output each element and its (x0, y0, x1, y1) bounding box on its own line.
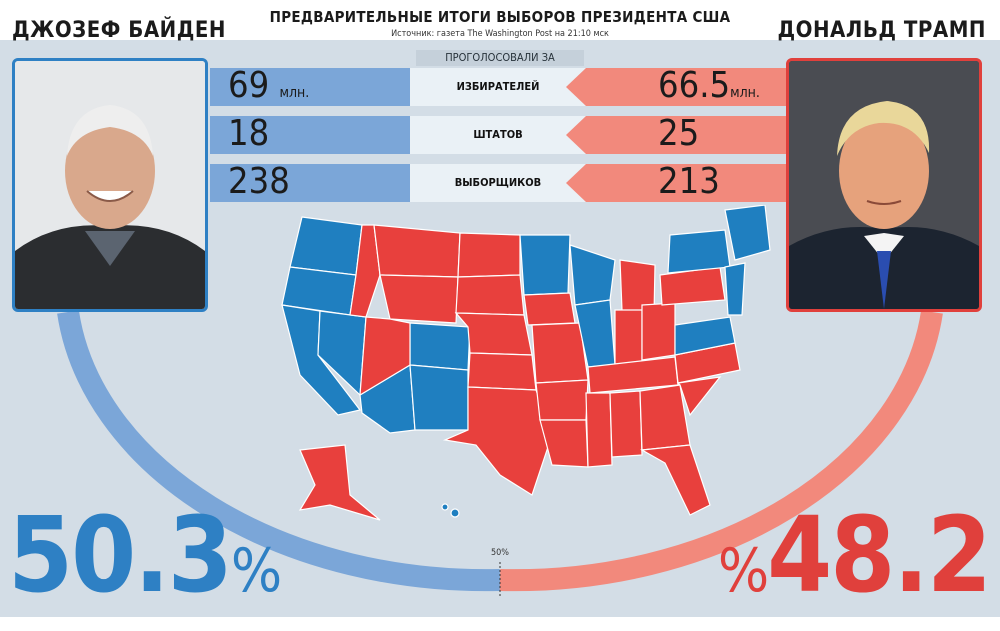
state-colorado (409, 322, 471, 371)
stat-left-value: 18 (228, 113, 270, 154)
state-alaska (298, 444, 381, 521)
stat-label: ВЫБОРЩИКОВ (454, 176, 542, 189)
state-washington-oregon (289, 216, 363, 276)
state-wisconsin (569, 244, 616, 306)
vote-share-gauge (57, 310, 943, 596)
stat-mid-band (410, 164, 586, 202)
state-wyoming (379, 274, 459, 324)
candidate-right-name: ДОНАЛЬД ТРАМП (777, 18, 986, 43)
state-florida (640, 444, 711, 516)
stat-mid-band (410, 116, 586, 154)
state-minnesota (519, 234, 571, 296)
stat-label: ИЗБИРАТЕЛЕЙ (456, 80, 540, 93)
gauge-left-arc (57, 310, 501, 592)
state-alabama (609, 390, 643, 458)
state-nj-md-de (724, 262, 746, 316)
page-title: ПРЕДВАРИТЕЛЬНЫЕ ИТОГИ ВЫБОРОВ ПРЕЗИДЕНТА… (269, 8, 731, 26)
state-iowa (523, 292, 576, 326)
stat-left-bar (210, 68, 430, 106)
state-utah (359, 316, 411, 397)
state-missouri (531, 322, 589, 384)
stat-row-voters: ИЗБИРАТЕЛЕЙ 69 млн. 66.5млн. (210, 65, 786, 106)
state-arkansas (535, 379, 589, 421)
state-ohio (641, 302, 676, 361)
state-south-dakota (455, 274, 525, 316)
stat-right-value: 213 (658, 161, 720, 202)
voted-for-label: ПРОГОЛОСОВАЛИ ЗА (416, 50, 584, 66)
trump-portrait (786, 58, 982, 312)
source-note: Источник: газета The Washington Post на … (391, 29, 609, 39)
state-mississippi (585, 392, 613, 468)
biden-percent: 50.3% (8, 494, 282, 616)
state-hawaii (450, 508, 460, 518)
stat-left-value: 238 (228, 161, 290, 202)
state-new-york (667, 229, 731, 274)
state-georgia (639, 384, 691, 451)
stat-left-value: 69 млн. (228, 65, 310, 106)
us-states-map (281, 205, 771, 521)
gauge-right-arc (499, 310, 943, 592)
stat-right-bar (566, 164, 786, 202)
stat-right-value: 66.5млн. (658, 65, 760, 106)
state-south-carolina (676, 376, 722, 417)
state-indiana (614, 309, 643, 366)
state-montana (373, 224, 461, 278)
stat-left-bar (210, 116, 430, 154)
state-louisiana (539, 419, 589, 468)
stat-label: ШТАТОВ (473, 128, 523, 141)
stat-left-bar (210, 164, 430, 202)
stat-right-value: 25 (658, 113, 700, 154)
state-new-england (724, 205, 771, 261)
trump-percent: %48.2 (717, 494, 992, 616)
stat-right-bar (566, 116, 786, 154)
stat-row-electors: ВЫБОРЩИКОВ 238 213 (210, 161, 786, 202)
state-new-mexico (409, 364, 469, 431)
stat-row-states: ШТАТОВ 18 25 (210, 113, 786, 154)
candidate-left-name: ДЖОЗЕФ БАЙДЕН (12, 18, 226, 43)
biden-portrait (12, 58, 208, 312)
state-north-dakota (457, 232, 521, 278)
stat-mid-band (410, 68, 586, 106)
gauge-midpoint-label: 50% (491, 548, 509, 558)
state-hawaii-island (441, 503, 449, 511)
state-oklahoma (467, 352, 537, 391)
stat-right-bar (566, 68, 786, 106)
state-virginia (674, 316, 736, 356)
